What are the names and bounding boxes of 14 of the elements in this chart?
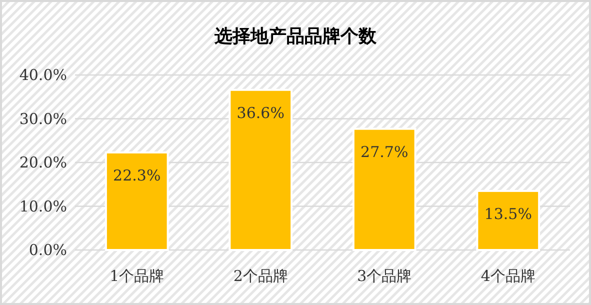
data-label: 22.3% [113,166,161,184]
y-tick-label: 0.0% [28,241,67,259]
x-tick-label: 2个品牌 [233,267,288,285]
y-tick-label: 30.0% [19,110,67,128]
x-tick-label: 3个品牌 [357,267,412,285]
data-label: 27.7% [360,142,408,161]
y-tick-label: 40.0% [19,66,67,84]
y-tick-label: 20.0% [19,154,67,172]
data-label: 13.5% [484,204,532,223]
data-label: 36.6% [236,104,284,122]
x-tick-label: 1个品牌 [110,267,164,285]
title: 选择地产品品牌个数 [214,26,376,47]
x-tick-label: 4个品牌 [480,267,536,285]
y-tick-label: 10.0% [19,197,67,216]
